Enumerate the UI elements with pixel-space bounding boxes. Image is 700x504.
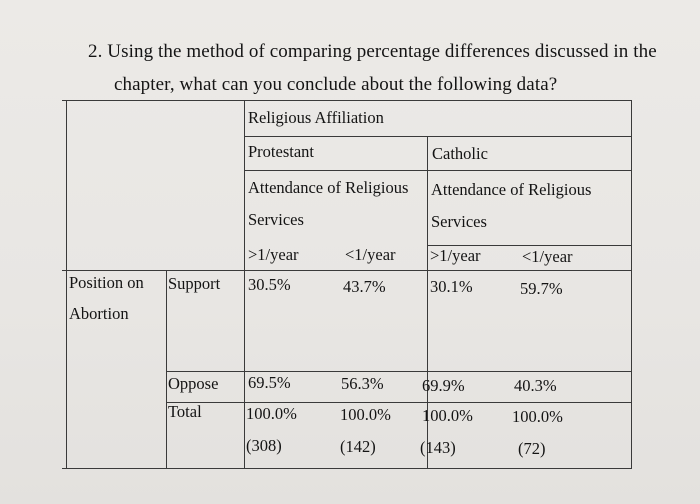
cell-support-2: 43.7% (343, 277, 386, 296)
cell-total-2: 100.0% (340, 405, 391, 424)
table-rule (244, 170, 632, 171)
col-header-protestant-gt: >1/year (248, 245, 299, 264)
cell-total-3: 100.0% (422, 406, 473, 425)
header-protestant: Protestant (248, 142, 314, 161)
data-table: Religious Affiliation Protestant Catholi… (62, 100, 632, 470)
cell-count-1: (308) (246, 436, 282, 455)
header-attendance-catholic: Attendance of Religious (431, 180, 592, 199)
cell-count-4: (72) (518, 439, 546, 458)
cell-count-2: (142) (340, 437, 376, 456)
col-header-protestant-lt: <1/year (345, 245, 396, 264)
cell-total-1: 100.0% (246, 404, 297, 423)
cell-oppose-3: 69.9% (422, 376, 465, 395)
table-rule (166, 371, 632, 372)
table-border-left (66, 100, 67, 468)
row-label-support: Support (168, 274, 221, 293)
col-header-catholic-gt: >1/year (430, 246, 481, 265)
cell-oppose-1: 69.5% (248, 373, 291, 392)
row-group-label-line1: Position on (69, 273, 144, 292)
table-rule (427, 136, 428, 468)
table-rule (62, 270, 632, 271)
cell-count-3: (143) (420, 438, 456, 457)
cell-oppose-2: 56.3% (341, 374, 384, 393)
row-label-oppose: Oppose (168, 374, 219, 393)
table-rule (427, 245, 632, 246)
question-line-2: chapter, what can you conclude about the… (114, 74, 558, 95)
cell-total-4: 100.0% (512, 407, 563, 426)
table-border-top (62, 100, 632, 101)
row-group-label-line2: Abortion (69, 304, 129, 323)
header-religious-affiliation: Religious Affiliation (248, 108, 384, 127)
table-rule (244, 136, 632, 137)
row-label-total: Total (168, 402, 202, 421)
cell-support-3: 30.1% (430, 277, 473, 296)
table-rule (166, 270, 167, 468)
cell-support-4: 59.7% (520, 279, 563, 298)
question-line-1: 2. Using the method of comparing percent… (88, 41, 657, 62)
table-border-bottom (62, 468, 632, 469)
header-services-protestant: Services (248, 210, 304, 229)
table-rule (244, 100, 245, 468)
header-attendance-protestant: Attendance of Religious (248, 178, 409, 197)
cell-support-1: 30.5% (248, 275, 291, 294)
header-catholic: Catholic (432, 144, 488, 163)
table-border-right (631, 100, 632, 468)
col-header-catholic-lt: <1/year (522, 247, 573, 266)
cell-oppose-4: 40.3% (514, 376, 557, 395)
header-services-catholic: Services (431, 212, 487, 231)
table-rule (166, 402, 632, 403)
